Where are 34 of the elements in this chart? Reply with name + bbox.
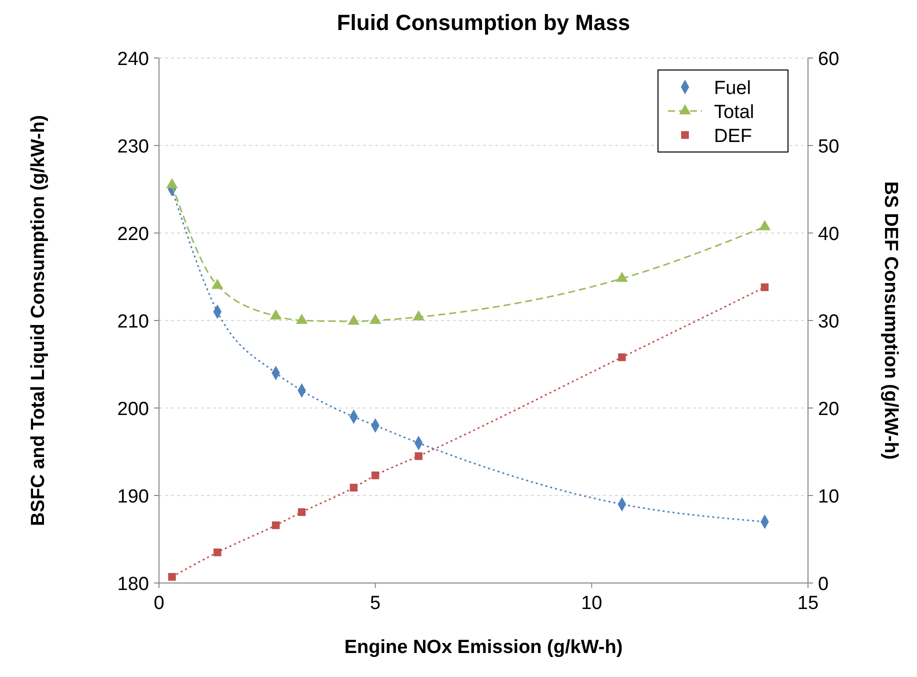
legend-label: Fuel [714, 78, 751, 99]
y2-tick-label: 20 [818, 399, 840, 420]
y2-axis-title: BS DEF Consumption (g/kW-h) [880, 181, 901, 460]
x-tick-label: 15 [797, 593, 819, 614]
legend-label: Total [714, 102, 754, 123]
y-tick-label: 180 [117, 574, 149, 595]
y-tick-label: 210 [117, 312, 149, 332]
y2-tick-label: 50 [818, 136, 840, 158]
x-axis-title: Engine NOx Emission (g/kW-h) [344, 637, 623, 658]
y-tick-label: 240 [117, 49, 149, 70]
point [618, 353, 626, 362]
point [298, 508, 306, 516]
y2-tick-label: 60 [818, 49, 840, 70]
point [760, 283, 769, 292]
y2-tick-label: 40 [818, 224, 840, 245]
y2-tick-label: 10 [818, 486, 840, 508]
point [168, 573, 176, 581]
point [272, 521, 280, 530]
x-tick-label: 0 [154, 593, 164, 614]
y-axis-title: BSFC and Total Liquid Consumption (g/kW-h) [28, 115, 49, 526]
y-tick-label: 230 [117, 136, 149, 158]
y-tick-label: 220 [117, 224, 149, 245]
x-tick-label: 5 [370, 593, 381, 614]
point [214, 548, 222, 556]
y2-tick-label: 0 [818, 574, 829, 595]
point [371, 472, 380, 480]
y-tick-label: 200 [117, 399, 149, 420]
point [350, 484, 358, 492]
x-tick-label: 10 [581, 593, 602, 614]
legend-label: DEF [714, 126, 752, 147]
y-tick-label: 190 [117, 486, 149, 508]
chart-title: Fluid Consumption by Mass [336, 10, 630, 35]
y2-tick-label: 30 [818, 312, 840, 332]
point [414, 452, 422, 460]
